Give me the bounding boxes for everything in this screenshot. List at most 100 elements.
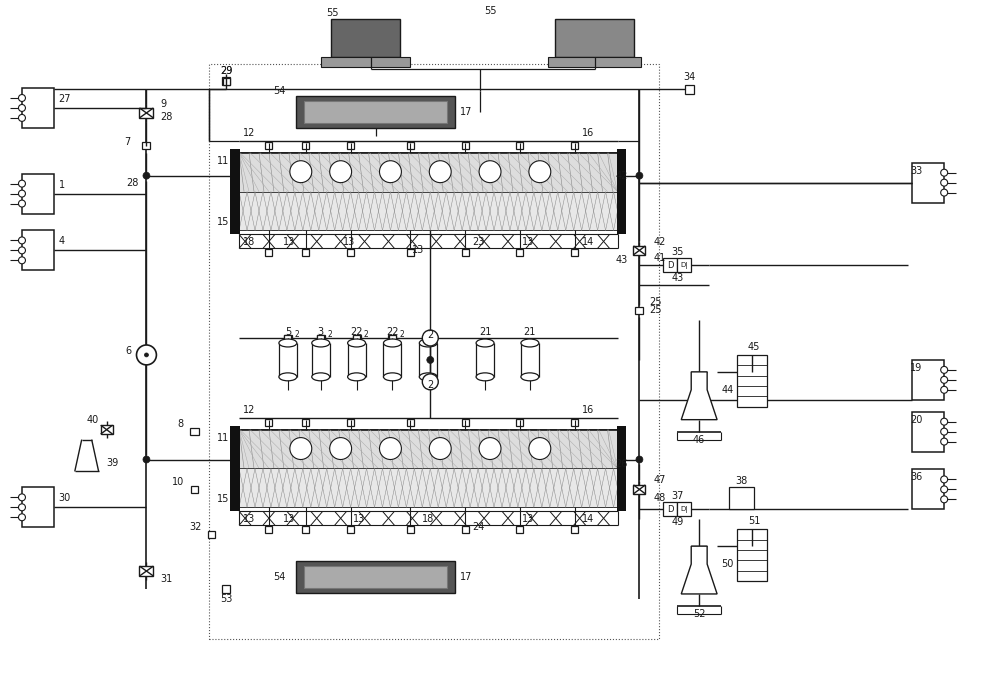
Circle shape [636, 172, 643, 179]
Bar [265, 249, 272, 256]
Circle shape [18, 180, 25, 187]
Ellipse shape [419, 339, 437, 347]
Text: 7: 7 [124, 136, 131, 147]
Bar [521, 342, 539, 378]
Text: 47: 47 [653, 475, 666, 485]
Bar [190, 428, 199, 435]
Ellipse shape [279, 373, 297, 381]
Text: 46: 46 [693, 435, 705, 445]
Circle shape [18, 190, 25, 197]
Text: 49: 49 [671, 517, 683, 528]
Text: 15: 15 [217, 217, 229, 227]
Bar [548, 57, 641, 67]
Ellipse shape [312, 373, 330, 381]
Text: 18: 18 [243, 238, 255, 247]
Text: 54: 54 [274, 572, 286, 582]
Circle shape [479, 437, 501, 460]
Text: 18: 18 [422, 514, 434, 524]
Text: 28: 28 [160, 112, 173, 122]
Bar [304, 566, 447, 588]
Text: 29: 29 [220, 66, 232, 76]
Text: 12: 12 [243, 405, 255, 415]
Text: 14: 14 [582, 514, 594, 524]
Circle shape [18, 105, 25, 111]
Circle shape [636, 456, 643, 463]
Bar [22, 230, 54, 270]
Bar [476, 342, 494, 378]
Circle shape [422, 374, 438, 390]
Bar [302, 249, 309, 256]
Circle shape [290, 437, 312, 460]
Circle shape [18, 514, 25, 521]
Bar [142, 143, 150, 149]
Text: 21: 21 [524, 327, 536, 337]
Text: 54: 54 [274, 86, 286, 96]
Circle shape [143, 172, 150, 179]
Circle shape [330, 437, 352, 460]
Bar [353, 335, 360, 341]
Text: 12: 12 [243, 128, 255, 138]
Text: 8: 8 [177, 419, 183, 428]
Text: D: D [667, 261, 674, 270]
Text: 17: 17 [460, 572, 473, 582]
Circle shape [18, 237, 25, 244]
Text: 51: 51 [748, 516, 760, 526]
Bar [407, 143, 414, 149]
Bar [462, 419, 469, 426]
Text: 48: 48 [653, 494, 666, 503]
Text: 4: 4 [59, 236, 65, 246]
Text: 43: 43 [615, 255, 627, 265]
Text: 29: 29 [220, 66, 232, 76]
Bar [302, 526, 309, 533]
Bar [317, 335, 324, 341]
Bar [265, 143, 272, 149]
Text: 2: 2 [294, 329, 299, 339]
Text: 40: 40 [86, 415, 99, 424]
Text: 31: 31 [160, 574, 173, 584]
Text: 13: 13 [352, 514, 365, 524]
Bar [222, 585, 230, 593]
Circle shape [429, 161, 451, 183]
Bar [239, 430, 618, 469]
Bar [912, 469, 944, 509]
Ellipse shape [521, 373, 539, 381]
Circle shape [18, 94, 25, 101]
Text: 41: 41 [653, 253, 666, 263]
Bar [571, 419, 578, 426]
Text: 17: 17 [460, 107, 473, 117]
Bar [347, 249, 354, 256]
Text: 13: 13 [342, 238, 355, 247]
Bar [230, 149, 240, 234]
Circle shape [529, 161, 551, 183]
Bar [555, 19, 634, 57]
Text: 43: 43 [671, 273, 683, 283]
Bar [239, 469, 618, 507]
Circle shape [941, 376, 948, 384]
Text: 21: 21 [479, 327, 491, 337]
Bar [407, 526, 414, 533]
Bar [677, 258, 691, 272]
Circle shape [941, 496, 948, 503]
Bar [304, 101, 447, 123]
Circle shape [479, 161, 501, 183]
Text: 55: 55 [484, 6, 496, 16]
Bar [912, 163, 944, 202]
Text: 2: 2 [399, 329, 404, 339]
Text: 2: 2 [363, 329, 368, 339]
Bar [912, 360, 944, 400]
Bar [265, 419, 272, 426]
Bar [353, 335, 361, 341]
Text: 13: 13 [243, 514, 255, 524]
Text: 14: 14 [582, 238, 594, 247]
Circle shape [941, 476, 948, 483]
Ellipse shape [348, 373, 366, 381]
Bar [296, 561, 455, 593]
Ellipse shape [279, 339, 297, 347]
Circle shape [144, 353, 148, 357]
Bar [389, 335, 396, 341]
Bar [101, 425, 113, 434]
Bar [407, 249, 414, 256]
Circle shape [18, 504, 25, 511]
Ellipse shape [312, 339, 330, 347]
Bar [635, 307, 643, 314]
